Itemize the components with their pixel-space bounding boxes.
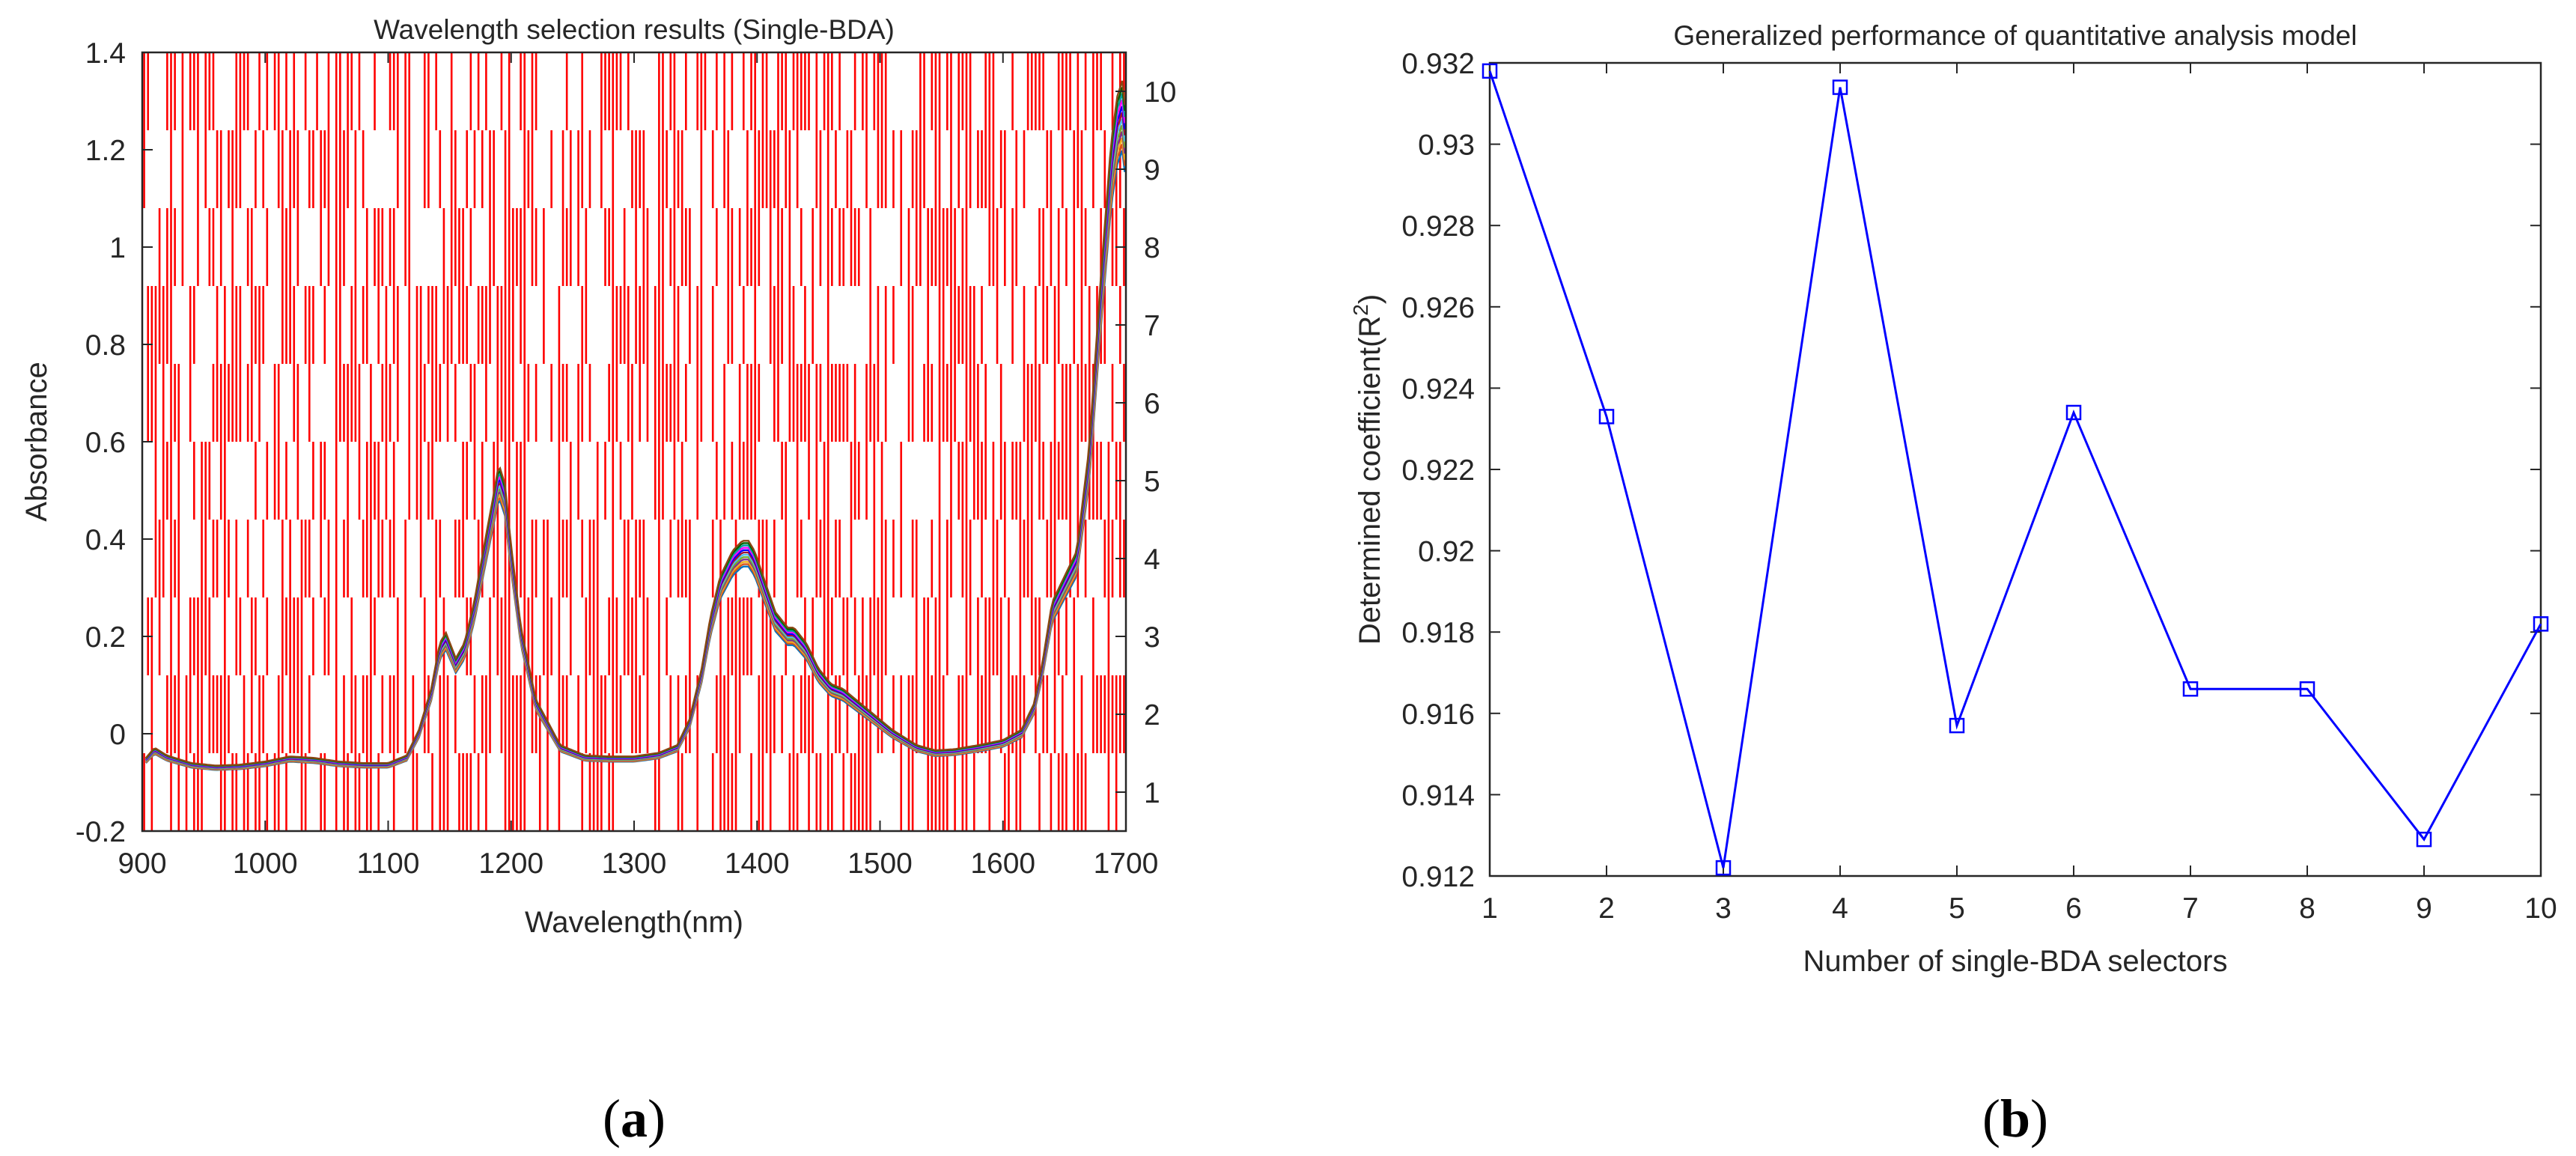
y-tick-label: 0.93: [1418, 130, 1475, 162]
panel-a-x-ticks: 900 1000 1100 1200 1300 1400 1500 1600 1700: [118, 52, 1158, 880]
data-point-marker: [1715, 860, 1732, 876]
data-point-marker: [2182, 681, 2199, 697]
x-tick-label: 1700: [1094, 848, 1159, 880]
y2-tick-label: 9: [1144, 154, 1160, 186]
x-tick-label: 1500: [847, 848, 913, 880]
y-tick-label: 0.924: [1401, 373, 1475, 405]
y-tick-label: -0.2: [76, 816, 126, 848]
x-tick-label: 1300: [602, 848, 667, 880]
x-tick-label: 1: [1482, 892, 1498, 925]
panel-b-caption-close: ): [2030, 1089, 2048, 1149]
y-tick-label: 0.922: [1401, 454, 1475, 487]
y2-tick-label: 5: [1144, 466, 1160, 498]
y2-tick-label: 6: [1144, 388, 1160, 420]
x-tick-label: 900: [118, 848, 166, 880]
y2-tick-label: 3: [1144, 621, 1160, 654]
panel-b-caption: (b): [1982, 1089, 2048, 1149]
panel-a-title: Wavelength selection results (Single-BDA…: [374, 14, 895, 45]
y-tick-label: 0.918: [1401, 617, 1475, 649]
panel-a-y-ticks: -0.2 0 0.2 0.4 0.6 0.8 1 1.2 1.4: [76, 37, 153, 848]
y-tick-label: 0.928: [1401, 210, 1475, 243]
panel-b-y-ticks: 0.912 0.914 0.916 0.918 0.92 0.922 0.924 0.926 0…: [1401, 48, 2541, 893]
panel-a-y-label: Absorbance: [20, 362, 53, 521]
x-tick-label: 4: [1832, 892, 1848, 925]
data-point-marker: [1598, 409, 1615, 425]
y2-tick-label: 4: [1144, 544, 1160, 576]
y-tick-label: 0.926: [1401, 292, 1475, 324]
panel-b-caption-letter: b: [2000, 1089, 2030, 1149]
r2-series-line: [1488, 70, 2542, 868]
panel-b-title: Generalized performance of quantitative …: [1673, 20, 2357, 51]
data-point-marker: [1832, 79, 1848, 95]
y-tick-label: 1.2: [85, 135, 126, 167]
y2-tick-label: 1: [1144, 777, 1160, 809]
y-tick-label: 1: [109, 232, 126, 264]
panel-a-chart: 900 1000 1100 1200 1300 1400 1500 1600 1700 -0.2…: [20, 14, 1176, 939]
y2-tick-label: 8: [1144, 232, 1160, 264]
panel-b-y-label-sup: 2: [1349, 304, 1372, 316]
panel-b-x-label: Number of single-BDA selectors: [1803, 945, 2228, 978]
y-tick-label: 0.92: [1418, 536, 1475, 568]
panel-b-chart: 1 2 3 4 5 6 7 8 9 10 0.912 0.914 0.916 0.918 0.92 0.92…: [1349, 20, 2557, 978]
y-tick-label: 0.914: [1401, 779, 1475, 812]
y-tick-label: 0.2: [85, 621, 126, 654]
x-tick-label: 1100: [357, 848, 420, 880]
data-point-marker: [2065, 404, 2082, 421]
panel-a-caption-close: ): [648, 1089, 666, 1149]
panel-a-caption-open: (: [603, 1089, 621, 1149]
x-tick-label: 5: [1949, 892, 1965, 925]
y-tick-label: 0.8: [85, 329, 126, 362]
x-tick-label: 1400: [725, 848, 790, 880]
panel-b-caption-open: (: [1982, 1089, 2000, 1149]
x-tick-label: 1000: [233, 848, 298, 880]
panel-b-y-label-end: ): [1354, 294, 1386, 304]
y-tick-label: 0.916: [1401, 699, 1475, 731]
panel-a-x-label: Wavelength(nm): [525, 906, 743, 939]
y-tick-label: 0.4: [85, 524, 126, 556]
panel-a-y2-ticks: 1 2 3 4 5 6 7 8 9 10: [1115, 76, 1176, 809]
r2-series-markers: [1482, 63, 2549, 876]
data-point-marker: [2416, 831, 2432, 848]
data-point-marker: [1482, 63, 1498, 79]
panel-a-caption-letter: a: [621, 1089, 648, 1149]
y-tick-label: 0.6: [85, 427, 126, 459]
spectra-lines: [144, 80, 1126, 771]
selection-bars: [143, 52, 1125, 831]
y2-tick-label: 10: [1144, 76, 1176, 109]
panel-a-plot-area: [143, 52, 1126, 831]
panel-a-caption: (a): [603, 1089, 666, 1149]
panel-b-axes-box: [1488, 61, 2542, 877]
y2-tick-label: 2: [1144, 699, 1160, 731]
y-tick-label: 0.912: [1401, 861, 1475, 893]
spectrum-line: [144, 80, 1126, 767]
y-tick-label: 1.4: [85, 37, 126, 70]
x-tick-label: 8: [2299, 892, 2315, 925]
x-tick-label: 3: [1715, 892, 1732, 925]
x-tick-label: 1600: [970, 848, 1035, 880]
panel-b-y-label: Determined coefficient(R2): [1349, 294, 1386, 645]
panel-b-y-label-main: Determined coefficient(R: [1354, 316, 1386, 645]
x-tick-label: 1200: [478, 848, 543, 880]
x-tick-label: 9: [2416, 892, 2432, 925]
x-tick-label: 7: [2182, 892, 2199, 925]
panel-b-x-ticks: 1 2 3 4 5 6 7 8 9 10: [1482, 63, 2557, 925]
data-point-marker: [1949, 717, 1965, 734]
y-tick-label: 0: [109, 719, 126, 751]
x-tick-label: 10: [2524, 892, 2557, 925]
data-point-marker: [2533, 616, 2549, 632]
x-tick-label: 6: [2065, 892, 2082, 925]
y-tick-label: 0.932: [1401, 48, 1475, 80]
y2-tick-label: 7: [1144, 310, 1160, 342]
data-point-marker: [2299, 681, 2315, 697]
x-tick-label: 2: [1598, 892, 1615, 925]
